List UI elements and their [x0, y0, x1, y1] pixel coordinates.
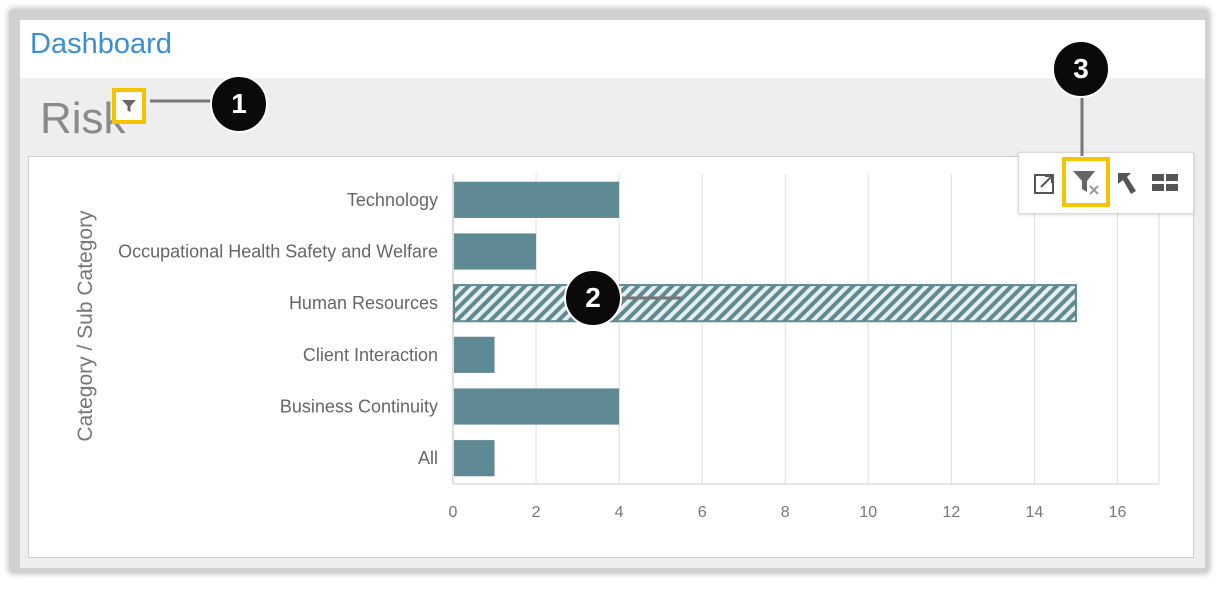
clear-filter-icon: [1073, 171, 1099, 195]
bar[interactable]: [454, 388, 620, 425]
x-tick-label: 0: [449, 504, 458, 521]
category-label: Occupational Health Safety and Welfare: [118, 242, 438, 262]
export-icon: [1034, 174, 1054, 194]
x-tick-label: 2: [532, 504, 541, 521]
clear-filter-button[interactable]: [1062, 157, 1110, 207]
x-tick-label: 4: [615, 504, 624, 521]
bar[interactable]: [454, 181, 620, 218]
panel-title: Risk: [40, 94, 126, 143]
callout-2: 2: [564, 269, 622, 327]
category-label: Human Resources: [289, 293, 438, 313]
bar[interactable]: [454, 233, 537, 270]
y-axis-title: Category / Sub Category: [74, 210, 97, 442]
x-tick-label: 10: [859, 504, 877, 521]
filter-icon: [122, 100, 136, 112]
x-tick-label: 16: [1109, 504, 1127, 521]
bar[interactable]: [454, 440, 495, 477]
x-tick-label: 12: [942, 504, 960, 521]
chart-card: 0 2 4 6 8 10 12 14 16 Technology Occupational Heal…: [28, 156, 1194, 558]
drill-up-button[interactable]: [1111, 167, 1143, 199]
category-label: All: [418, 448, 438, 468]
export-button[interactable]: [1029, 167, 1061, 199]
category-label: Technology: [347, 190, 438, 210]
layout-button[interactable]: [1149, 167, 1181, 199]
bar-chart: 0 2 4 6 8 10 12 14 16 Technology Occupational Heal…: [74, 174, 1160, 521]
category-label: Client Interaction: [303, 345, 438, 365]
x-tick-label: 14: [1026, 504, 1044, 521]
bar[interactable]: [454, 336, 495, 373]
header-bar: Dashboard: [20, 20, 1205, 78]
dashboard-title[interactable]: Dashboard: [30, 28, 172, 60]
x-tick-label: 6: [698, 504, 707, 521]
drill-up-icon: [1118, 173, 1136, 194]
layout-icon: [1152, 174, 1178, 191]
callout-3: 3: [1052, 40, 1110, 98]
x-tick-label: 8: [781, 504, 790, 521]
panel-filter-button[interactable]: [112, 88, 146, 124]
category-label: Business Continuity: [280, 397, 438, 417]
bar[interactable]: [453, 284, 1077, 323]
chart-toolbar: [1018, 152, 1194, 214]
callout-1: 1: [210, 75, 268, 133]
